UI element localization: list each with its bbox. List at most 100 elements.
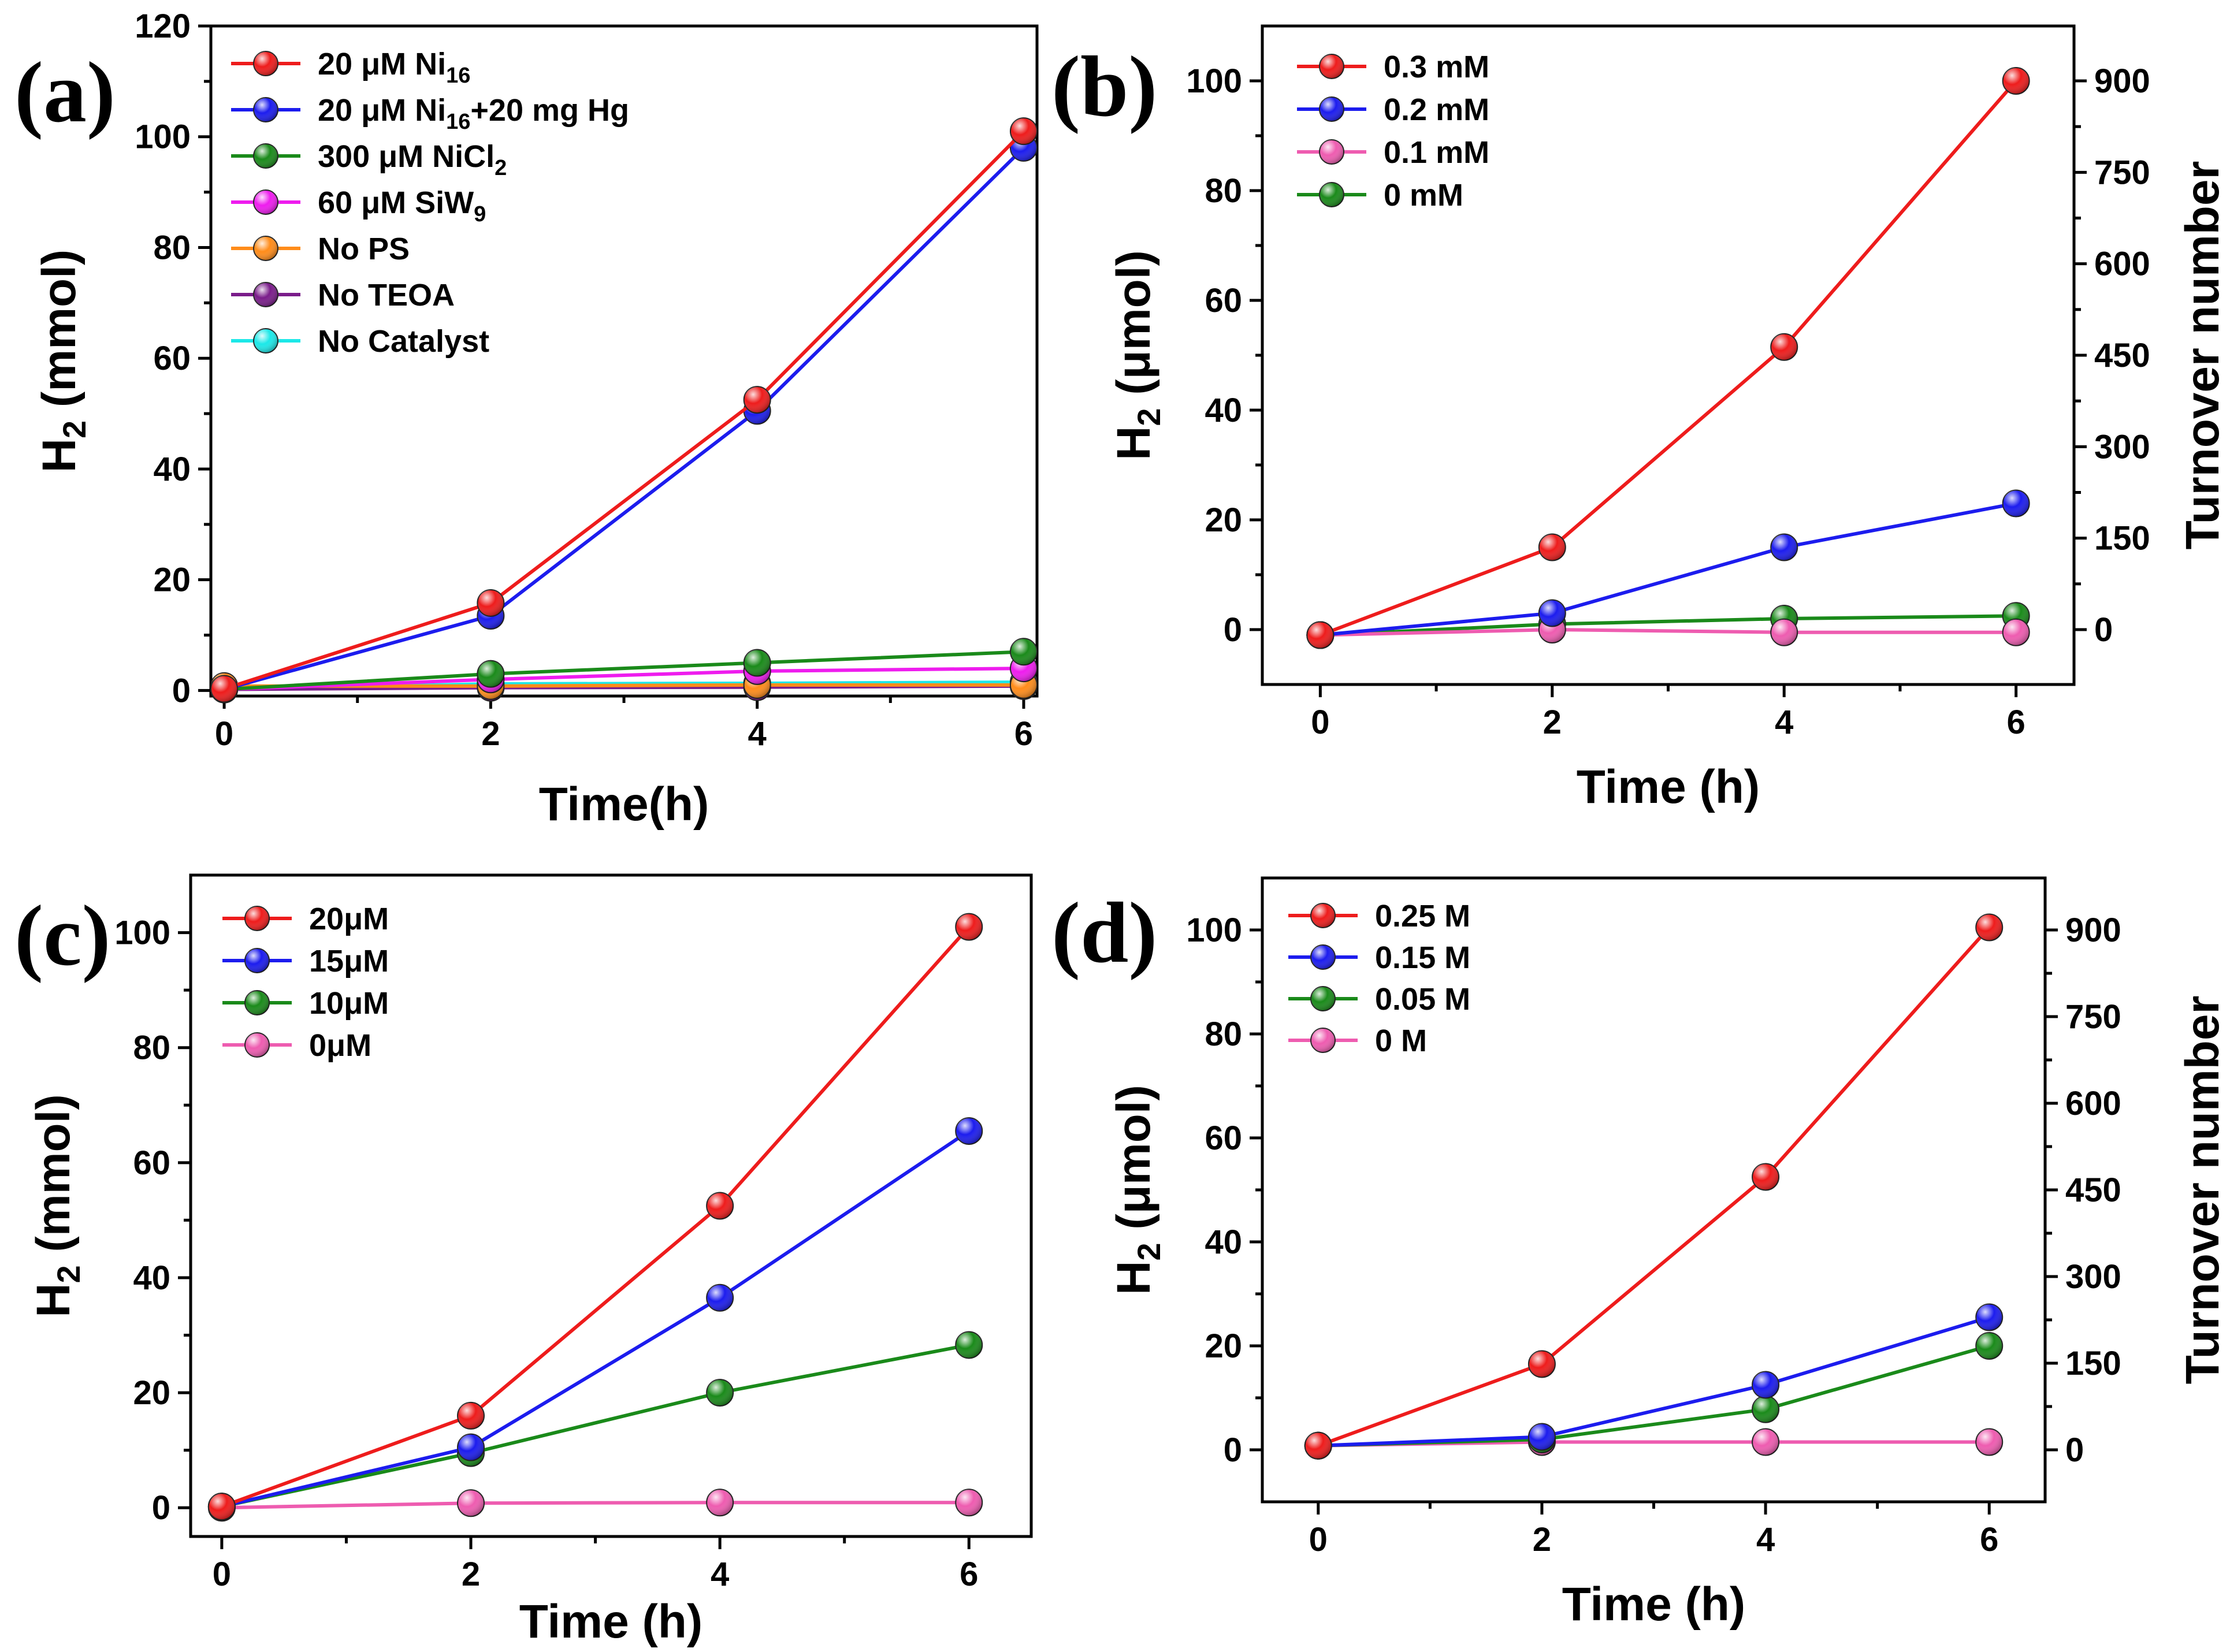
y-tick-label: 80	[1205, 172, 1242, 210]
data-point-shine	[477, 660, 504, 687]
x-tick-label: 4	[748, 715, 767, 753]
legend-marker-shine	[254, 282, 278, 307]
legend-label-main: 0.3 mM	[1384, 50, 1489, 84]
legend-label: 0μM	[309, 1028, 371, 1063]
legend-marker-shine	[1320, 97, 1344, 121]
legend-marker-shine	[1311, 1028, 1335, 1052]
legend-label: 0.1 mM	[1384, 135, 1489, 170]
series-line	[224, 130, 1025, 691]
y-axis-title-sub: 2	[50, 1265, 87, 1283]
legend-marker-shine	[1320, 54, 1344, 79]
legend-label: 0 M	[1375, 1024, 1427, 1058]
chart-panel-d: 0 2 4 60204060801000150300450600750900Turno…	[1051, 876, 2229, 1631]
series-line	[1317, 926, 1991, 1448]
x-axis-title: Time (h)	[1562, 1578, 1745, 1631]
data-point-shine	[1976, 1428, 2003, 1456]
series-line	[1318, 1344, 1990, 1448]
legend-label-main: 0.15 M	[1375, 940, 1470, 975]
x-tick-label: 6	[2007, 704, 2025, 741]
x-axis-title: Time (h)	[1577, 761, 1760, 813]
y2-axis-title: Turnover number	[2176, 161, 2229, 550]
legend-item: 0.15 M	[1288, 940, 1470, 975]
data-point-shine	[1976, 914, 2003, 941]
y-tick-label: 80	[1205, 1015, 1242, 1053]
series-line	[224, 667, 1024, 691]
legend-label-main: 60 μM SiW	[318, 185, 474, 220]
plot-frame	[189, 873, 1033, 1538]
legend-label: No PS	[318, 232, 410, 266]
y-tick-label: 0	[152, 1489, 170, 1527]
y-tick-label: 40	[1205, 392, 1242, 429]
data-point-shine	[458, 1402, 484, 1429]
x-tick-label: 4	[1775, 704, 1793, 741]
data-point-shine	[956, 1331, 983, 1359]
y-tick-label: 100	[1186, 62, 1242, 100]
legend-marker-shine	[254, 190, 278, 214]
x-tick-label: 6	[1980, 1521, 1998, 1558]
legend-label-main: 20μM	[309, 902, 389, 936]
data-point-shine	[1771, 619, 1798, 646]
legend-item: 0.1 mM	[1297, 135, 1489, 170]
legend-label: 20μM	[309, 902, 389, 936]
legend-label-main: No TEOA	[318, 278, 455, 312]
y2-tick-label: 900	[2094, 62, 2150, 100]
y-axis-title-main: H	[1107, 1261, 1160, 1295]
legend-label-main: 0.25 M	[1375, 899, 1470, 933]
data-point-shine	[1307, 622, 1334, 649]
legend-label: 0.3 mM	[1384, 50, 1489, 84]
data-point-shine	[744, 386, 771, 414]
y-axis-title-sub: 2	[1131, 1242, 1167, 1260]
x-tick-label: 4	[711, 1556, 729, 1593]
data-point-shine	[956, 1118, 983, 1145]
x-tick-label: 2	[1543, 704, 1562, 741]
data-point-shine	[2002, 490, 2030, 517]
data-point-shine	[458, 1490, 484, 1517]
legend-item: 60 μM SiW9	[231, 185, 486, 226]
legend-item: 0.2 mM	[1297, 92, 1489, 127]
y-axis-title: H2 (mmol)	[33, 250, 92, 472]
series-line	[1320, 80, 2017, 637]
legend-label: 20 μM Ni16+20 mg Hg	[318, 93, 629, 134]
series-line	[221, 1343, 969, 1509]
legend-label: No TEOA	[318, 278, 455, 312]
y-axis-title-rest: (mmol)	[33, 250, 86, 421]
data-point-shine	[477, 589, 504, 616]
legend-label-main: 300 μM NiCl	[318, 139, 495, 174]
x-tick-label: 0	[1309, 1521, 1328, 1558]
y-axis-title-rest: (μmol)	[1107, 1085, 1160, 1242]
y-tick-label: 60	[1205, 1119, 1242, 1157]
legend: 0.25 M 0.15 M 0.05 M 0 M	[1288, 899, 1470, 1058]
legend-marker-shine	[245, 1033, 269, 1057]
legend-label-main: 0.2 mM	[1384, 92, 1489, 127]
legend-marker-shine	[254, 98, 278, 122]
x-axis-title: Time (h)	[519, 1595, 703, 1648]
legend: 20 μM Ni16 20 μM Ni16+20 mg Hg 300 μM NiCl…	[231, 47, 629, 359]
data-point-shine	[1976, 1304, 2003, 1331]
data-point-shine	[744, 649, 771, 676]
legend-marker-shine	[254, 329, 278, 353]
series-line	[1320, 501, 2017, 637]
series-line	[221, 1129, 970, 1509]
legend: 20μM 15μM 10μM 0μM	[222, 902, 389, 1063]
y-tick-label: 60	[1205, 282, 1242, 319]
data-point-shine	[1538, 600, 1566, 627]
legend-label: 0.15 M	[1375, 940, 1470, 975]
y-tick-label: 40	[153, 451, 191, 488]
legend-item: 0.3 mM	[1297, 50, 1489, 84]
data-point-shine	[707, 1192, 734, 1219]
y-tick-label: 20	[133, 1374, 170, 1412]
x-tick-label: 2	[1533, 1521, 1551, 1558]
data-point-shine	[1752, 1428, 1779, 1456]
legend-label: 60 μM SiW9	[318, 185, 486, 226]
data-point-shine	[1752, 1396, 1779, 1423]
legend-label-sub: 2	[495, 156, 507, 180]
legend-label: 20 μM Ni16	[318, 47, 470, 88]
data-point-shine	[211, 675, 238, 702]
legend-label-sub: 16	[446, 110, 470, 134]
x-axis-title: Time(h)	[539, 778, 709, 831]
y-tick-label: 0	[1224, 1431, 1242, 1469]
legend-marker-shine	[1311, 945, 1335, 969]
legend: 0.3 mM 0.2 mM 0.1 mM 0 mM	[1297, 50, 1489, 213]
